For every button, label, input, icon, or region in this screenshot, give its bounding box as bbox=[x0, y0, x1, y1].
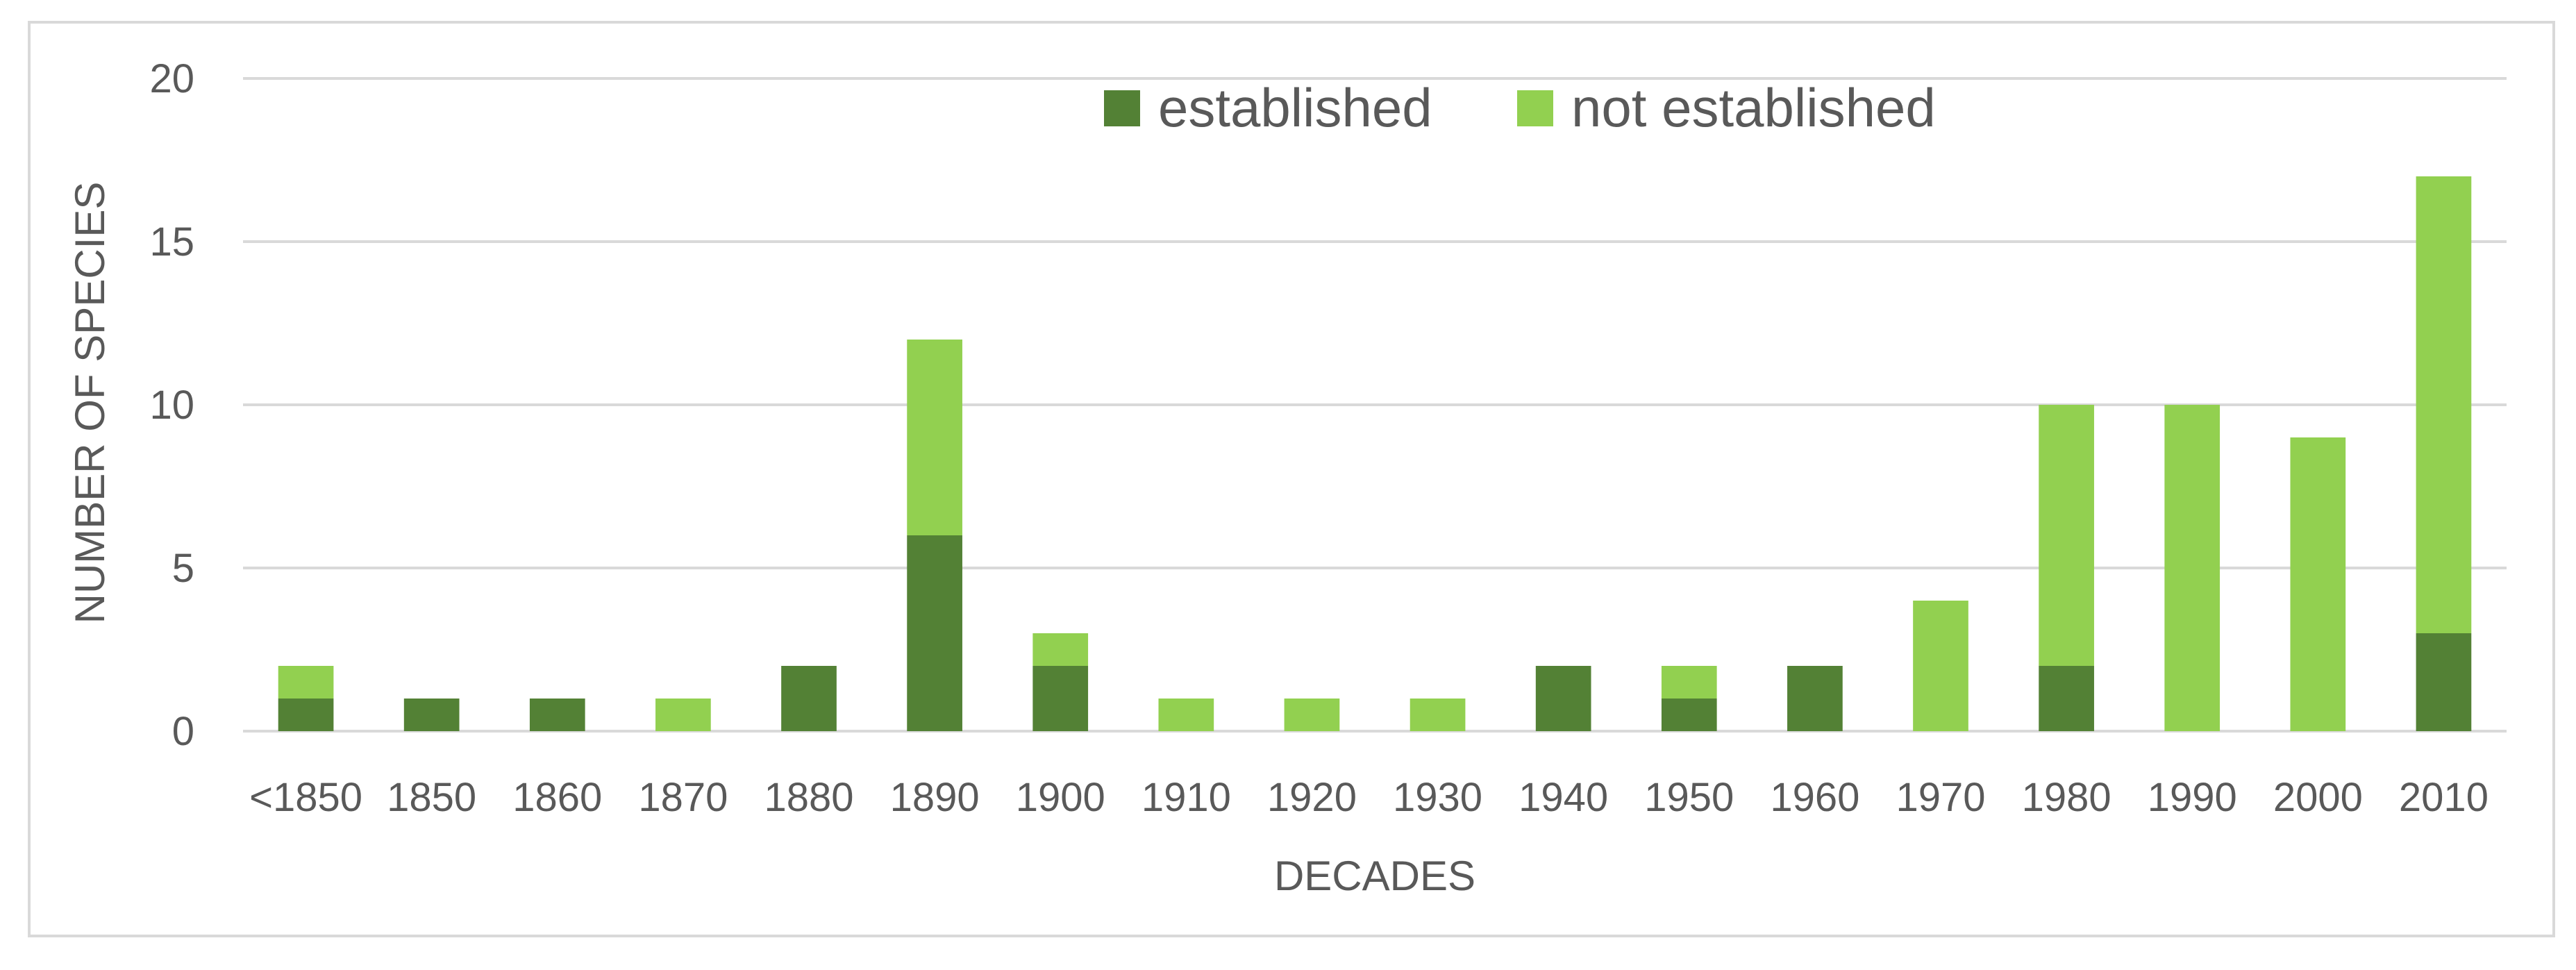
legend-swatch-established bbox=[1104, 90, 1140, 126]
y-tick-label: 10 bbox=[149, 383, 194, 428]
bar-not-established-before-1850 bbox=[278, 666, 334, 699]
bar-not-established-2010 bbox=[2416, 176, 2472, 633]
x-axis-ticks: <1850 1850 1860 1870 1880 1890 1900 1910 1920 193… bbox=[249, 775, 2489, 820]
y-axis-ticks: 0 5 10 15 20 bbox=[149, 56, 194, 754]
bar-series bbox=[278, 176, 2472, 731]
bar-not-established-1890 bbox=[907, 340, 962, 535]
bar-not-established-1990 bbox=[2164, 405, 2220, 731]
legend-label-established: established bbox=[1158, 77, 1432, 138]
bar-not-established-1920 bbox=[1284, 699, 1340, 731]
bar-established-1850 bbox=[403, 699, 460, 731]
bar-not-established-1950 bbox=[1661, 666, 1717, 699]
bar-not-established-2000 bbox=[2290, 437, 2346, 731]
chart-frame bbox=[28, 21, 2555, 937]
x-tick-label: 1990 bbox=[2148, 775, 2237, 820]
x-axis-title: DECADES bbox=[1274, 853, 1475, 899]
bar-established-1890 bbox=[907, 535, 962, 731]
x-tick-label: 2010 bbox=[2399, 775, 2489, 820]
y-tick-label: 5 bbox=[172, 546, 194, 591]
x-tick-label: 1950 bbox=[1644, 775, 1734, 820]
x-tick-label: 1850 bbox=[387, 775, 476, 820]
bar-established-2010 bbox=[2416, 633, 2472, 731]
bar-not-established-1900 bbox=[1032, 633, 1089, 666]
x-tick-label: 1870 bbox=[638, 775, 728, 820]
x-tick-label: 1880 bbox=[764, 775, 853, 820]
bar-established-1860 bbox=[529, 699, 585, 731]
bar-established-before-1850 bbox=[278, 699, 334, 731]
bar-established-1960 bbox=[1787, 666, 1843, 731]
legend-label-not-established: not established bbox=[1571, 77, 1936, 138]
bar-not-established-1870 bbox=[655, 699, 711, 731]
y-tick-label: 15 bbox=[149, 219, 194, 265]
legend: established not established bbox=[1104, 77, 1936, 138]
bar-not-established-1930 bbox=[1410, 699, 1466, 731]
bar-not-established-1910 bbox=[1158, 699, 1214, 731]
bar-not-established-1970 bbox=[1913, 601, 1968, 731]
x-tick-label: 1860 bbox=[512, 775, 602, 820]
bar-established-1880 bbox=[781, 666, 837, 731]
x-tick-label: 1920 bbox=[1267, 775, 1357, 820]
bar-established-1900 bbox=[1032, 666, 1089, 731]
y-tick-label: 20 bbox=[149, 56, 194, 101]
bar-established-1940 bbox=[1535, 666, 1591, 731]
bar-not-established-1980 bbox=[2039, 405, 2094, 666]
x-tick-label: 1900 bbox=[1016, 775, 1105, 820]
y-axis-title: NUMBER OF SPECIES bbox=[67, 182, 113, 624]
bar-established-1950 bbox=[1661, 699, 1717, 731]
x-tick-label: 1980 bbox=[2022, 775, 2111, 820]
gridlines bbox=[243, 77, 2507, 733]
bar-established-1980 bbox=[2039, 666, 2094, 731]
x-tick-label: 1960 bbox=[1770, 775, 1859, 820]
x-tick-label: 1970 bbox=[1896, 775, 1985, 820]
x-tick-label: <1850 bbox=[249, 775, 362, 820]
x-tick-label: 1910 bbox=[1141, 775, 1231, 820]
x-tick-label: 1930 bbox=[1393, 775, 1482, 820]
x-tick-label: 2000 bbox=[2273, 775, 2363, 820]
x-tick-label: 1940 bbox=[1519, 775, 1608, 820]
legend-swatch-not-established bbox=[1517, 90, 1553, 126]
y-tick-label: 0 bbox=[172, 709, 194, 754]
x-tick-label: 1890 bbox=[890, 775, 980, 820]
